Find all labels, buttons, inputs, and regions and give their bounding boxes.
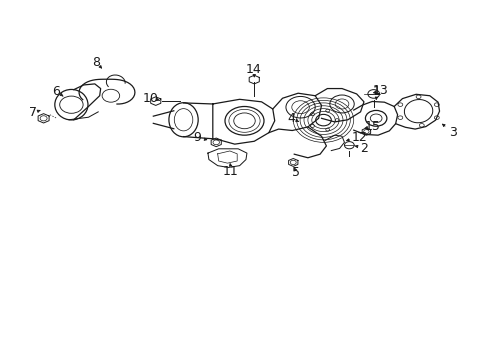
Text: 3: 3	[448, 126, 456, 139]
Text: 15: 15	[364, 120, 379, 133]
Text: 4: 4	[287, 112, 295, 125]
Text: 6: 6	[52, 85, 60, 98]
Text: 5: 5	[291, 166, 299, 179]
Text: 8: 8	[92, 56, 100, 69]
Text: 12: 12	[350, 131, 366, 144]
Text: 10: 10	[142, 92, 159, 105]
Text: 13: 13	[371, 84, 387, 97]
Text: 11: 11	[223, 165, 238, 177]
Text: 14: 14	[245, 63, 261, 76]
Text: 1: 1	[371, 85, 379, 98]
Text: 2: 2	[359, 141, 367, 154]
Text: 7: 7	[29, 106, 37, 119]
Text: 9: 9	[192, 131, 200, 144]
